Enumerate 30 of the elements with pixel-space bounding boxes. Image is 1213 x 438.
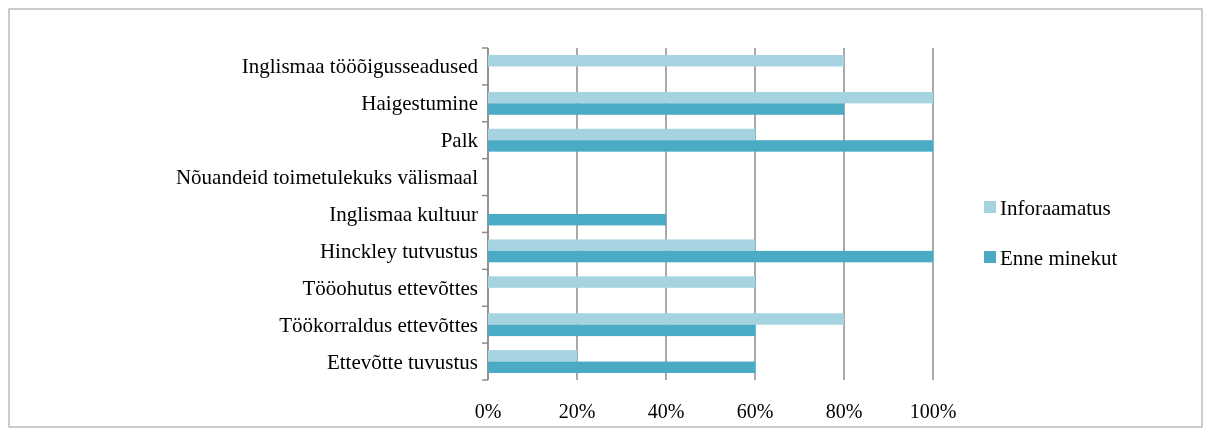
legend-label: Enne minekut xyxy=(1000,246,1118,270)
x-tick-label: 20% xyxy=(558,400,596,422)
y-tick-label: Hinckley tutvustus xyxy=(319,238,478,263)
x-tick-label: 60% xyxy=(736,400,774,422)
bar xyxy=(488,140,933,152)
bar xyxy=(488,55,844,67)
bar xyxy=(488,313,844,325)
bar xyxy=(488,214,666,226)
bar xyxy=(488,103,844,115)
y-tick-label: Palk xyxy=(440,128,479,153)
y-tick-label: Haigestumine xyxy=(361,91,478,116)
x-tick-label: 100% xyxy=(909,400,957,422)
bar xyxy=(488,324,755,337)
y-tick-label: Nõuandeid toimetulekuks välismaal xyxy=(175,165,479,190)
y-tick-label: Töökorraldus ettevõttes xyxy=(279,312,478,337)
y-tick-label: Ettevõtte tuvustus xyxy=(326,349,478,374)
x-tick-label: 80% xyxy=(825,400,863,422)
bar xyxy=(488,239,755,251)
bar xyxy=(488,128,755,141)
y-tick-label: Tööohutus ettevõttes xyxy=(302,275,478,300)
bar xyxy=(488,276,755,288)
x-tick-label: 40% xyxy=(647,400,685,422)
legend-label: Inforaamatus xyxy=(1000,196,1111,220)
bar xyxy=(488,361,755,373)
bar xyxy=(488,91,933,104)
bar xyxy=(488,250,933,263)
y-tick-label: Inglismaa kultuur xyxy=(329,202,478,226)
bar xyxy=(488,350,577,362)
y-tick-label: Inglismaa tööõigusseadused xyxy=(241,54,479,79)
x-tick-label: 0% xyxy=(474,400,502,422)
